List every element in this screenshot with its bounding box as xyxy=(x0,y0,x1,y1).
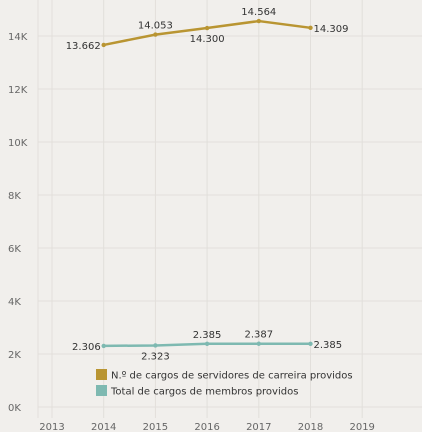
y-axis-ticks: 0K 2K 4K 6K 8K 10K 12K 14K xyxy=(8,32,28,414)
y-tick-label: 8K xyxy=(8,191,21,202)
y-tick-label: 12K xyxy=(8,85,28,96)
legend-label-1[interactable]: N.º de cargos de servidores de carreira … xyxy=(111,371,353,382)
series-2-point xyxy=(101,343,106,349)
series-1-point xyxy=(308,25,313,31)
x-axis-ticks: 2013 2014 2015 2016 2017 2018 2019 xyxy=(39,422,375,432)
series-1-point xyxy=(204,25,210,31)
series-1-data-label: 14.309 xyxy=(314,24,349,35)
series-2-data-label: 2.323 xyxy=(141,351,170,362)
x-tick-label: 2014 xyxy=(91,422,116,432)
series-2-point xyxy=(308,341,313,346)
series-1-data-label: 13.662 xyxy=(66,41,101,52)
legend-swatch-2[interactable] xyxy=(96,385,107,396)
data-labels: 13.662 14.053 14.300 14.564 14.309 2.306 2.323… xyxy=(66,7,349,362)
x-tick-label: 2013 xyxy=(39,422,64,432)
series-1-data-label: 14.564 xyxy=(241,7,276,18)
series-layer xyxy=(101,18,313,349)
legend-swatch-1[interactable] xyxy=(96,369,107,380)
series-1-point xyxy=(153,32,158,37)
legend-label-2[interactable]: Total de cargos de membros providos xyxy=(110,387,298,398)
series-2-point xyxy=(204,341,210,346)
series-1-data-label: 14.300 xyxy=(190,34,225,45)
legend: N.º de cargos de servidores de carreira … xyxy=(96,369,353,398)
x-tick-label: 2017 xyxy=(246,422,271,432)
series-2-data-label: 2.387 xyxy=(244,330,273,341)
y-tick-label: 6K xyxy=(8,244,21,255)
y-tick-label: 0K xyxy=(8,403,21,414)
series-1-data-label: 14.053 xyxy=(138,21,173,32)
y-tick-label: 14K xyxy=(8,32,28,43)
y-tick-label: 4K xyxy=(8,297,21,308)
series-2-data-label: 2.385 xyxy=(193,330,222,341)
series-2-data-label: 2.306 xyxy=(72,342,101,353)
series-2-point xyxy=(256,341,261,346)
grid-lines xyxy=(37,0,422,418)
series-1-point xyxy=(256,18,261,24)
x-tick-label: 2018 xyxy=(298,422,323,432)
x-tick-label: 2019 xyxy=(349,422,374,432)
series-2-point xyxy=(153,343,158,348)
series-2-data-label: 2.385 xyxy=(314,340,343,351)
x-tick-label: 2015 xyxy=(143,422,168,432)
series-1-point xyxy=(101,42,106,48)
x-tick-label: 2016 xyxy=(194,422,219,432)
y-tick-label: 10K xyxy=(8,138,28,149)
y-tick-label: 2K xyxy=(8,350,21,361)
